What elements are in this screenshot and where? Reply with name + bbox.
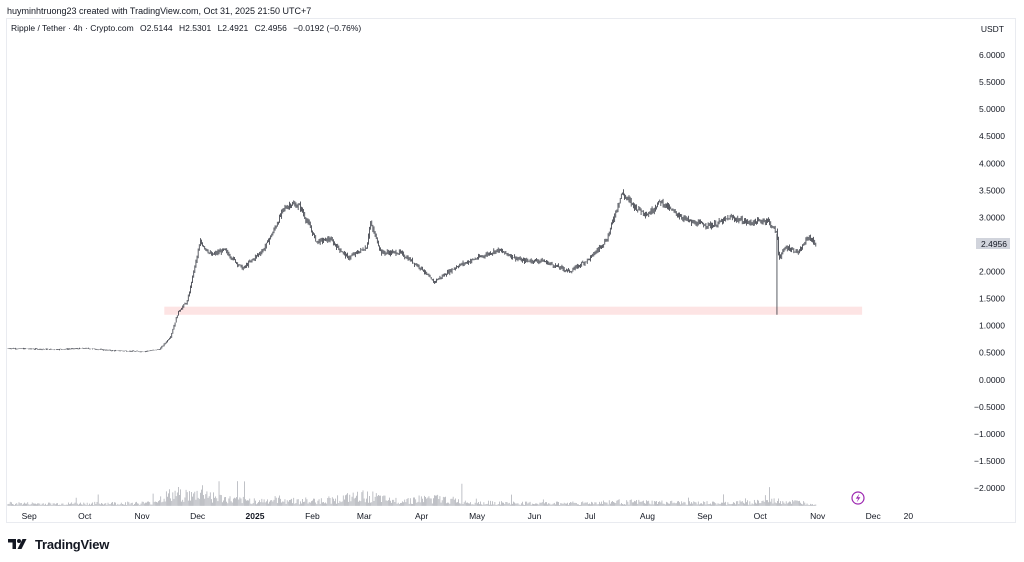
time-tick-label: Apr [415,511,428,521]
high-value: H2.5301 [179,23,212,33]
last-price-label: 2.4956 [981,239,1007,249]
lightning-icon[interactable] [851,491,865,505]
price-tick-label: 4.0000 [979,158,1005,168]
price-tick-label: 4.5000 [979,131,1005,141]
logo-text: TradingView [35,536,110,552]
symbol-legend: Ripple / Tether · 4h · Crypto.com O2.514… [11,23,365,33]
highlight-zone-layer [164,306,863,315]
time-tick-label: Dec [190,511,206,521]
price-tick-label: 0.0000 [979,375,1005,385]
close-value: C2.4956 [254,23,287,33]
time-tick-label: Sep [22,511,37,521]
time-axis[interactable]: Sep Oct Nov Dec 2025 Feb Mar Apr May Jun Jul Aug Sep… [22,511,914,521]
time-tick-label: Mar [357,511,372,521]
time-tick-label: May [469,511,486,521]
chart-attribution: huyminhtruong23 created with TradingView… [7,6,312,16]
time-tick-label: Dec [866,511,882,521]
price-tick-label: 1.5000 [979,294,1005,304]
support-zone [164,306,863,315]
price-series [7,189,817,353]
price-tick-label: 0.5000 [979,348,1005,358]
price-tick-label: 5.5000 [979,77,1005,87]
time-tick-label: Jul [585,511,596,521]
volume-bars [7,481,817,506]
tradingview-logo[interactable]: TradingView [8,535,109,553]
change-value: −0.0192 (−0.76%) [293,23,362,33]
time-tick-label: 20 [904,511,914,521]
time-tick-label: Aug [640,511,655,521]
time-tick-label: 2025 [246,511,265,521]
price-tick-label: 1.0000 [979,321,1005,331]
tradingview-logo-icon [8,539,27,549]
time-tick-label: Nov [135,511,151,521]
last-price-label-bg [976,238,1010,249]
price-tick-label: 3.0000 [979,212,1005,222]
open-value: O2.5144 [140,23,173,33]
price-tick-label: −1.5000 [974,456,1005,466]
price-tick-label: −1.0000 [974,429,1005,439]
price-tick-label: 3.5000 [979,185,1005,195]
time-tick-label: Jun [528,511,542,521]
time-tick-label: Oct [754,511,768,521]
price-tick-label: 5.0000 [979,104,1005,114]
price-tick-label: −2.0000 [974,483,1005,493]
time-tick-label: Feb [305,511,320,521]
symbol-name[interactable]: Ripple / Tether · 4h · Crypto.com [11,23,134,33]
price-tick-label: −0.5000 [974,402,1005,412]
currency-label[interactable]: USDT [980,24,1004,34]
chart-frame[interactable] [6,18,1016,523]
time-tick-label: Nov [810,511,826,521]
time-tick-label: Oct [78,511,92,521]
price-tick-label: 6.0000 [979,50,1005,60]
low-value: L2.4921 [217,23,249,33]
price-tick-label: 2.0000 [979,267,1005,277]
time-tick-label: Sep [697,511,712,521]
price-axis[interactable]: 6.0000 5.5000 5.0000 4.5000 4.0000 3.5000 3.00… [974,50,1005,493]
last-price-marker: 2.4956 [976,238,1010,249]
